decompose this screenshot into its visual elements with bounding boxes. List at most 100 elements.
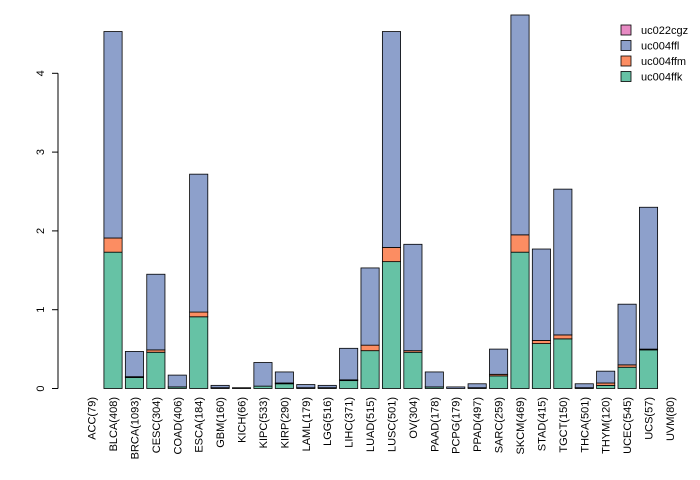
bar-segment-uc004ffl — [510, 14, 530, 236]
x-tick-label: KIRP(290) — [279, 397, 291, 448]
bar-segment-uc004ffl — [553, 188, 573, 336]
bar-stack — [232, 387, 252, 389]
bar-segment-uc004ffk — [103, 251, 123, 389]
x-axis-labels: ACC(79) BLCA(408) BRCA(1093) CESC(304) COAD(… — [87, 397, 677, 459]
bar-segment-uc004ffm — [381, 247, 401, 263]
bar-stack — [510, 14, 530, 389]
bar-stack — [553, 188, 573, 389]
x-tick-label: PCPG(179) — [451, 397, 463, 454]
bar-segment-uc004ffl — [467, 383, 487, 389]
x-tick-label: KICH(66) — [237, 397, 249, 443]
bar-stack — [381, 31, 401, 389]
bar-stack — [574, 383, 594, 389]
bar-stack — [339, 347, 359, 389]
bar-stack — [317, 384, 337, 389]
legend-item: uc004ffm — [620, 55, 686, 68]
x-tick-label: SARC(259) — [494, 397, 506, 453]
y-tick-label: 3 — [35, 149, 47, 155]
bar-segment-uc004ffk — [189, 316, 209, 389]
bar-segment-uc004ffl — [146, 273, 166, 351]
x-tick-label: OV(304) — [408, 397, 420, 439]
bar-segment-uc004ffk — [274, 383, 294, 389]
x-tick-label: THCA(501) — [579, 397, 591, 453]
bar-segment-uc004ffl — [253, 362, 273, 387]
bar-stack — [274, 371, 294, 389]
x-tick-label: COAD(406) — [172, 397, 184, 454]
legend-item: uc004ffl — [620, 40, 679, 53]
bar-segment-uc004ffl — [317, 384, 337, 389]
bar-segment-uc004ffl — [489, 348, 509, 375]
bar-segment-uc004ffl — [617, 303, 637, 366]
bar-segment-uc004ffl — [232, 387, 252, 389]
x-tick-label: THYM(120) — [601, 397, 613, 454]
x-tick-label: BLCA(408) — [108, 397, 120, 451]
bar-stack — [124, 351, 144, 389]
bar-segment-uc004ffl — [339, 347, 359, 381]
legend-label: uc022cgz — [641, 25, 688, 37]
bar-stack — [596, 370, 616, 389]
x-tick-label: UCEC(545) — [622, 397, 634, 454]
x-tick-label: ACC(79) — [87, 397, 99, 440]
bar-segment-uc004ffl — [360, 267, 380, 346]
bar-stack — [639, 206, 659, 389]
bar-segment-uc004ffl — [296, 384, 316, 389]
legend-label: uc004ffl — [641, 41, 679, 53]
x-tick-label: CESC(304) — [151, 397, 163, 453]
bar-stack — [467, 383, 487, 389]
bar-segment-uc004ffm — [103, 237, 123, 253]
bar-stack — [296, 384, 316, 389]
bar-segment-uc004ffm — [531, 340, 551, 344]
bar-segment-uc004ffl — [639, 206, 659, 350]
x-tick-label: LUAD(515) — [365, 397, 377, 452]
x-tick-label: KIPC(533) — [258, 397, 270, 448]
y-axis: 0 1 2 3 4 — [35, 70, 59, 392]
bar-stack — [103, 31, 123, 389]
x-tick-label: LAML(179) — [301, 397, 313, 451]
bar-segment-uc004ffk — [124, 377, 144, 389]
bar-stack — [489, 348, 509, 389]
bar-segment-uc004ffk — [510, 251, 530, 389]
bar-segment-uc004ffk — [339, 380, 359, 389]
bar-segment-uc004ffk — [639, 349, 659, 389]
x-tick-label: SKCM(469) — [515, 397, 527, 454]
bar-segment-uc004ffm — [189, 311, 209, 318]
bar-stack — [210, 384, 230, 389]
legend-item: uc022cgz — [620, 24, 688, 37]
bar-segment-uc004ffk — [617, 366, 637, 389]
bar-stack — [617, 303, 637, 389]
x-tick-label: UCS(57) — [644, 397, 656, 440]
x-tick-label: TGCT(150) — [558, 397, 570, 453]
x-tick-label: ESCA(184) — [194, 397, 206, 453]
bar-segment-uc004ffl — [403, 243, 423, 352]
x-tick-label: LUSC(501) — [386, 397, 398, 452]
bar-stack — [253, 362, 273, 389]
bar-segment-uc004ffm — [553, 334, 573, 340]
bar-segment-uc004ffk — [489, 375, 509, 389]
bar-stack — [403, 243, 423, 389]
bar-segment-uc004ffl — [124, 351, 144, 378]
legend-swatch — [620, 71, 632, 82]
bar-stack — [189, 173, 209, 389]
bar-segment-uc004ffl — [167, 374, 187, 388]
legend: uc022cgz uc004ffl uc004ffm uc004ffk — [620, 24, 688, 84]
y-tick-label: 4 — [35, 70, 47, 76]
bar-segment-uc004ffm — [510, 234, 530, 253]
legend-label: uc004ffk — [641, 72, 683, 84]
bars — [103, 14, 659, 389]
bar-segment-uc004ffl — [531, 248, 551, 341]
bar-stack — [446, 386, 466, 389]
legend-swatch — [620, 40, 632, 51]
x-tick-label: PAAD(178) — [429, 397, 441, 452]
x-tick-label: BRCA(1093) — [129, 397, 141, 459]
bar-stack — [167, 374, 187, 389]
legend-item: uc004ffk — [620, 71, 683, 84]
bar-segment-uc004ffk — [360, 350, 380, 389]
x-tick-label: UVM(80) — [665, 397, 677, 441]
x-tick-label: PPAD(497) — [472, 397, 484, 452]
bar-stack — [424, 371, 444, 389]
bar-segment-uc004ffl — [274, 371, 294, 384]
bar-segment-uc004ffk — [531, 343, 551, 389]
x-tick-label: GBM(160) — [215, 397, 227, 448]
legend-swatch — [620, 55, 632, 67]
